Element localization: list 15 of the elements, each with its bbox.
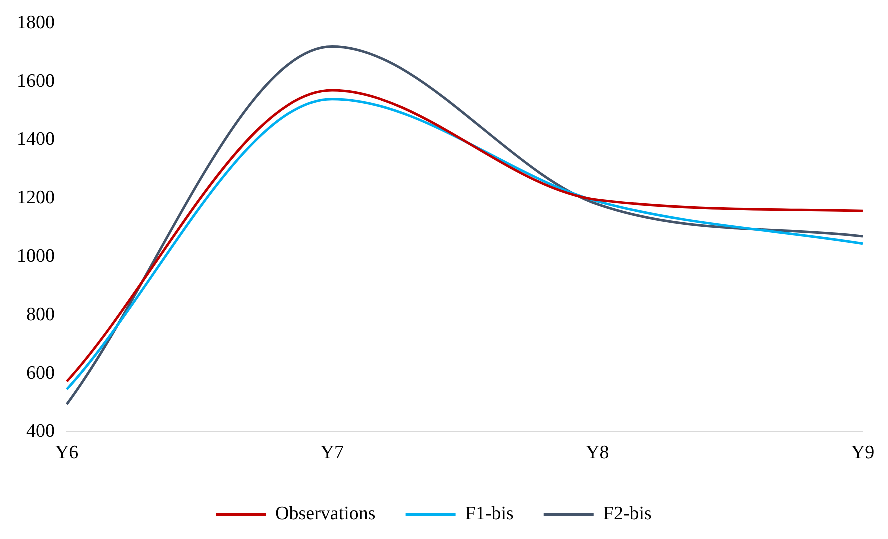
y-tick-label: 800 (26, 304, 55, 326)
x-tick-label: Y7 (320, 442, 344, 464)
x-tick-label: Y9 (851, 442, 875, 464)
y-tick-label: 1400 (17, 129, 55, 150)
legend-label: F2-bis (603, 503, 652, 524)
x-tick-label: Y6 (55, 442, 79, 464)
y-tick-label: 1800 (17, 12, 55, 34)
x-tick-label: Y8 (586, 442, 610, 464)
y-tick-label: 1600 (17, 70, 55, 92)
legend-label: F1-bis (465, 503, 514, 524)
y-tick-label: 600 (26, 362, 55, 384)
legend-label: Observations (276, 503, 376, 524)
y-tick-label: 1200 (17, 188, 55, 209)
y-tick-label: 1000 (17, 246, 55, 267)
y-tick-label: 400 (26, 421, 55, 442)
